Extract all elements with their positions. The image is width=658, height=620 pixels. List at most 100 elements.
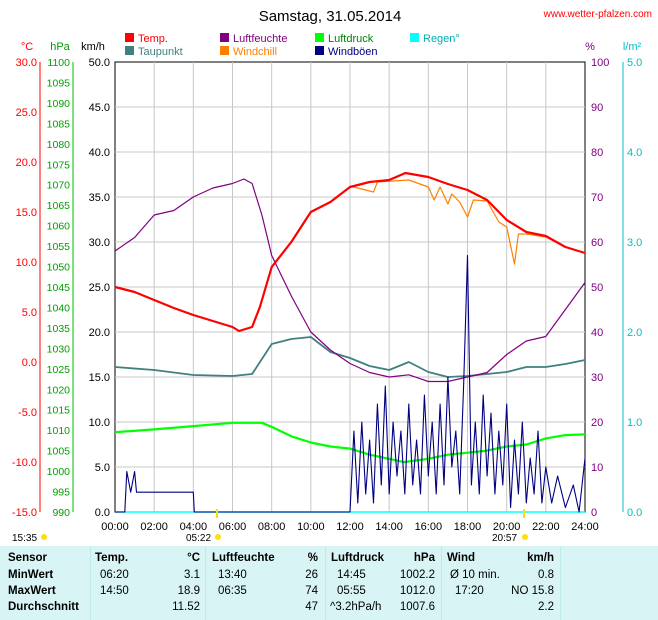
- sunset-label: 20:57: [492, 533, 517, 544]
- tick-label-x: 00:00: [101, 521, 129, 533]
- row-label-min: MinWert: [8, 569, 54, 581]
- min-wind-time: Ø 10 min.: [450, 569, 500, 581]
- tick-label-hpa: 1060: [47, 221, 71, 233]
- max-temp-value: 18.9: [177, 585, 200, 597]
- tick-labels: 30.0 25.0 20.0 15.0 10.0 5.0 0.0 -5.0 -10.0 -15.0…: [12, 57, 642, 533]
- header-pressure: Luftdruck: [331, 552, 385, 564]
- tick-label-rain: 3.0: [627, 237, 642, 249]
- tick-label-x: 10:00: [297, 521, 325, 533]
- tick-label-hpa: 1005: [47, 446, 71, 458]
- tick-label-hpa: 1030: [47, 343, 71, 355]
- header-temp-unit: °C: [187, 552, 200, 564]
- tick-label-hpa: 990: [52, 507, 70, 519]
- tick-label-hpa: 1020: [47, 384, 71, 396]
- tick-label-kmh: 50.0: [89, 57, 110, 69]
- row-label-avg: Durchschnitt: [8, 601, 79, 613]
- tick-label-x: 04:00: [180, 521, 208, 533]
- tick-label-hpa: 995: [52, 487, 70, 499]
- tick-label-x: 02:00: [140, 521, 168, 533]
- tick-label-x: 22:00: [532, 521, 560, 533]
- tick-label-hpa: 1045: [47, 282, 71, 294]
- svg-text:Regen°: Regen°: [423, 33, 460, 45]
- tick-label-pct: 30: [591, 372, 603, 384]
- tick-label-pct: 10: [591, 462, 603, 474]
- tick-label-c: -5.0: [18, 407, 37, 419]
- svg-text:Windchill: Windchill: [233, 46, 277, 58]
- tick-label-hpa: 1080: [47, 139, 71, 151]
- tick-label-hpa: 1070: [47, 180, 71, 192]
- sunrise-sun-icon: [215, 534, 221, 540]
- min-press-time: 14:45: [337, 569, 366, 581]
- avg-hum-value: 47: [305, 601, 318, 613]
- tick-label-pct: 90: [591, 102, 603, 114]
- svg-text:Luftdruck: Luftdruck: [328, 33, 374, 45]
- tick-label-pct: 0: [591, 507, 597, 519]
- max-temp-time: 14:50: [100, 585, 129, 597]
- tick-label-c: 25.0: [16, 107, 37, 119]
- tick-label-hpa: 1075: [47, 159, 71, 171]
- tick-label-c: 5.0: [22, 307, 37, 319]
- tick-label-c: -10.0: [12, 457, 37, 469]
- header-wind-unit: km/h: [527, 552, 554, 564]
- tick-label-rain: 2.0: [627, 327, 642, 339]
- axis-unit-c: °C: [21, 41, 33, 53]
- tick-label-rain: 4.0: [627, 147, 642, 159]
- legend: Temp. Luftfeuchte Luftdruck Regen° Taupu…: [125, 33, 460, 58]
- max-press-value: 1012.0: [399, 585, 435, 597]
- series-line-taupunkt: [114, 336, 586, 378]
- legend-item-rain: Regen°: [410, 33, 460, 45]
- tick-label-kmh: 10.0: [89, 417, 110, 429]
- avg-press-value: 1007.6: [399, 601, 435, 613]
- tick-label-pct: 20: [591, 417, 603, 429]
- tick-label-kmh: 20.0: [89, 327, 110, 339]
- min-hum-value: 26: [305, 569, 318, 581]
- tick-label-hpa: 1000: [47, 466, 71, 478]
- legend-item-gusts: Windböen: [315, 46, 378, 58]
- max-hum-value: 74: [305, 585, 318, 597]
- tick-label-c: 0.0: [22, 357, 37, 369]
- header-sensor: Sensor: [8, 552, 47, 564]
- website-link[interactable]: www.wetter-pfalzen.com: [543, 9, 652, 20]
- daylength-label: 15:35: [12, 533, 37, 544]
- min-wind-value: 0.8: [538, 569, 554, 581]
- tick-label-pct: 80: [591, 147, 603, 159]
- tick-label-c: 10.0: [16, 257, 37, 269]
- tick-label-x: 14:00: [375, 521, 403, 533]
- tick-label-x: 20:00: [493, 521, 521, 533]
- row-label-max: MaxWert: [8, 585, 56, 597]
- tick-label-hpa: 1050: [47, 262, 71, 274]
- header-humidity-unit: %: [307, 552, 318, 564]
- tick-label-kmh: 5.0: [95, 462, 110, 474]
- tick-label-pct: 60: [591, 237, 603, 249]
- tick-label-hpa: 1090: [47, 98, 71, 110]
- tick-label-rain: 1.0: [627, 417, 642, 429]
- header-wind: Wind: [447, 552, 475, 564]
- axis-unit-pct: %: [585, 41, 595, 53]
- axis-unit-hpa: hPa: [50, 41, 70, 53]
- avg-press-trend: ^3.2hPa/h: [330, 601, 382, 613]
- tick-label-hpa: 1055: [47, 241, 71, 253]
- axis-unit-kmh: km/h: [81, 41, 105, 53]
- tick-label-c: 30.0: [16, 57, 37, 69]
- tick-label-x: 06:00: [219, 521, 247, 533]
- tick-label-kmh: 0.0: [95, 507, 110, 519]
- series-line-luftfeuchte: [114, 178, 586, 383]
- series-line-temp: [114, 171, 586, 333]
- tick-label-pct: 100: [591, 57, 609, 69]
- header-temp: Temp.: [95, 552, 129, 564]
- tick-label-x: 08:00: [258, 521, 286, 533]
- series-line-windböen: [115, 254, 586, 513]
- svg-text:Temp.: Temp.: [138, 33, 168, 45]
- series-line-windchill: [349, 179, 586, 265]
- chart-title: Samstag, 31.05.2014: [259, 8, 402, 25]
- avg-temp-value: 11.52: [172, 601, 200, 613]
- tick-label-hpa: 1065: [47, 200, 71, 212]
- series-layer: [114, 171, 586, 513]
- tick-label-kmh: 40.0: [89, 147, 110, 159]
- tick-label-x: 24:00: [571, 521, 599, 533]
- tick-label-hpa: 1040: [47, 302, 71, 314]
- tick-label-c: -15.0: [12, 507, 37, 519]
- sun-markers: 15:35 05:22 20:57: [12, 509, 528, 544]
- tick-label-hpa: 1085: [47, 118, 71, 130]
- avg-wind-value: 2.2: [538, 601, 554, 613]
